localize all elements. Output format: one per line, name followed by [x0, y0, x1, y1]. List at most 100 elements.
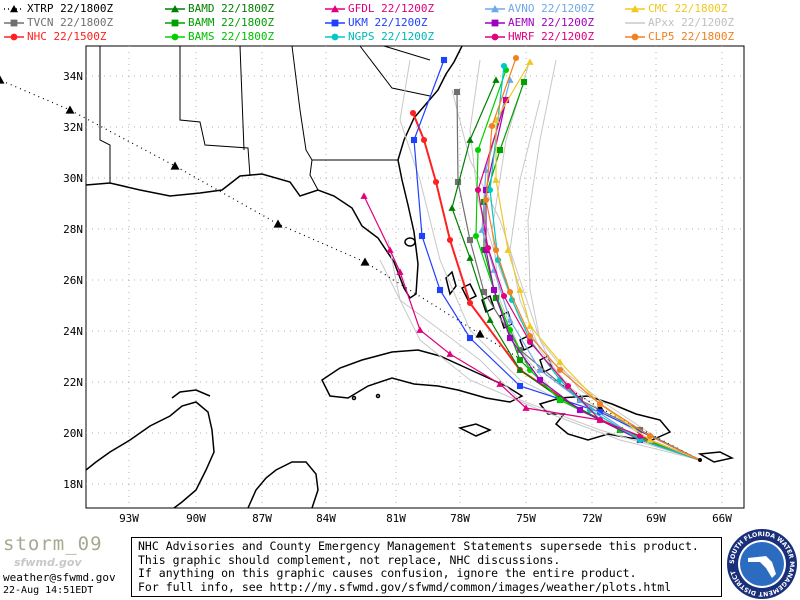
line-swatch-icon: [625, 22, 645, 24]
bams-point: [474, 146, 482, 154]
longitude-label: 90W: [186, 512, 206, 525]
gfdl-point: [522, 404, 530, 411]
latitude-labels: 34N 32N 30N 28N 26N 24N 22N 20N 18N: [63, 70, 83, 491]
legend-item-xtrp: XTRP 22/1800Z: [2, 2, 152, 16]
tvcn-point: [480, 288, 488, 296]
latitude-label: 34N: [63, 70, 83, 83]
hwrf-point: [596, 416, 604, 424]
circle-marker-icon: [165, 33, 185, 41]
square-marker-icon: [165, 19, 185, 27]
circle-marker-icon: [625, 33, 645, 41]
disclaimer-line: This graphic should complement, not repl…: [138, 552, 561, 567]
legend-label: BAMM 22/1800Z: [188, 16, 275, 29]
aemn-point: [490, 286, 498, 294]
nhc-point: [446, 236, 454, 244]
disclaimer-line: If anything on this graphic causes confu…: [138, 566, 637, 580]
bamd-point: [492, 76, 500, 83]
square-marker-icon: [4, 19, 24, 27]
legend-item-cmc: CMC 22/1800Z: [623, 2, 773, 16]
hwrf-point: [564, 382, 572, 390]
legend-label: XTRP 22/1800Z: [27, 2, 114, 15]
track-apxx: [379, 259, 701, 461]
bamd-point: [466, 136, 474, 143]
hwrf-point: [526, 338, 534, 346]
legend-item-hwrf: HWRF 22/1200Z: [483, 30, 633, 44]
clp5-point: [526, 332, 534, 340]
tvcn-point: [453, 88, 461, 96]
legend-label: HWRF 22/1200Z: [508, 30, 595, 43]
longitude-label: 87W: [252, 512, 272, 525]
bamd-point: [466, 254, 474, 261]
clp5-point: [488, 122, 496, 130]
gfdl-point: [396, 268, 404, 275]
ngps-point: [500, 62, 508, 70]
legend-item-apxx: APxx 22/1200Z: [623, 16, 773, 30]
bamd-point: [486, 316, 494, 323]
clp5-point: [506, 288, 514, 296]
longitude-label: 69W: [646, 512, 666, 525]
clp5-point: [596, 400, 604, 408]
gfdl-point: [386, 246, 394, 253]
legend-item-ngps: NGPS 22/1200Z: [323, 30, 473, 44]
latitude-label: 20N: [63, 427, 83, 440]
track-map: 34N 32N 30N 28N 26N 24N 22N 20N 18N 93W 90W 87W 84W…: [0, 45, 745, 525]
bams-point: [472, 232, 480, 240]
longitude-labels: 93W 90W 87W 84W 81W 78W 75W 72W 69W 66W: [119, 512, 732, 525]
cmc-point: [556, 358, 564, 365]
legend-label: APxx 22/1200Z: [648, 16, 735, 29]
latitude-label: 32N: [63, 121, 83, 134]
track-hwrf: [474, 96, 701, 461]
clp5-point: [482, 196, 490, 204]
legend-label: AEMN 22/1200Z: [508, 16, 595, 29]
legend-item-bamd: BAMD 22/1800Z: [163, 2, 313, 16]
legend-item-avno: AVNO 22/1200Z: [483, 2, 633, 16]
longitude-label: 78W: [450, 512, 470, 525]
ukm-point: [418, 232, 426, 240]
legend-item-aemn: AEMN 22/1200Z: [483, 16, 633, 30]
longitude-label: 81W: [386, 512, 406, 525]
storm-label: storm_09: [3, 533, 103, 555]
longitude-label: 66W: [712, 512, 732, 525]
aemn-point: [536, 376, 544, 384]
circle-marker-icon: [325, 33, 345, 41]
avno-point: [506, 316, 514, 323]
aemn-point: [506, 334, 514, 342]
latitude-label: 24N: [63, 325, 83, 338]
bamd-point: [448, 204, 456, 211]
cmc-point: [504, 246, 512, 253]
tvcn-point: [454, 178, 462, 186]
clp5-point: [646, 432, 654, 440]
forecast-tracks: [0, 54, 702, 462]
triangle-marker-icon: [325, 5, 345, 13]
hwrf-point: [500, 292, 508, 300]
tvcn-point: [466, 236, 474, 244]
legend-item-nhc: NHC 22/1500Z: [2, 30, 152, 44]
cmc-point: [646, 436, 654, 443]
cmc-point: [526, 58, 534, 65]
ukm-point: [440, 56, 448, 64]
xtrp-point: [360, 257, 370, 266]
circle-marker-icon: [4, 33, 24, 41]
gfdl-point: [446, 350, 454, 357]
cmc-point: [516, 286, 524, 293]
nhc-point: [420, 136, 428, 144]
florida-shape-icon: [748, 556, 776, 578]
ukm-point: [596, 408, 604, 416]
ngps-point: [486, 186, 494, 194]
latitude-label: 18N: [63, 478, 83, 491]
circle-marker-icon: [485, 33, 505, 41]
xtrp-point: [0, 75, 5, 84]
legend-item-bams: BAMS 22/1800Z: [163, 30, 313, 44]
nhc-point: [466, 299, 474, 307]
latitude-label: 22N: [63, 376, 83, 389]
xtrp-point: [273, 219, 283, 228]
cmc-point: [526, 322, 534, 329]
legend-label: CMC 22/1800Z: [648, 2, 728, 15]
nhc-point: [409, 109, 417, 117]
bamd-point: [516, 366, 524, 373]
gfdl-point: [496, 380, 504, 387]
triangle-marker-icon: [485, 5, 505, 13]
track-ukm: [410, 56, 701, 461]
legend-item-tvcn: TVCN 22/1800Z: [2, 16, 152, 30]
track-apxx: [469, 59, 701, 461]
